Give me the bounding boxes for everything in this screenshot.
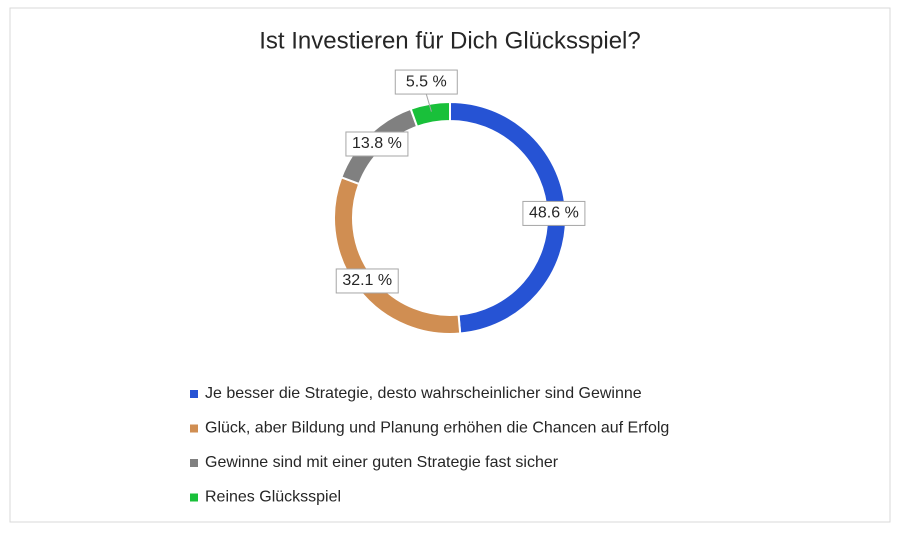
- data-label: 5.5 %: [406, 73, 447, 90]
- data-label: 32.1 %: [342, 272, 392, 289]
- donut-segment: [409, 100, 451, 129]
- legend-marker: [190, 493, 198, 502]
- data-label-box: [522, 200, 586, 226]
- legend-marker: [190, 459, 198, 467]
- data-label-box: [345, 131, 409, 157]
- legend-label: Gewinne sind mit einer guten Strategie f…: [205, 454, 559, 471]
- legend-label: Reines Glücksspiel: [205, 489, 341, 506]
- data-label-box: [335, 268, 399, 294]
- data-label: 13.8 %: [352, 135, 402, 152]
- legend-marker: [190, 424, 198, 433]
- chart-title: Ist Investieren für Dich Glücksspiel?: [259, 27, 640, 54]
- legend-label: Glück, aber Bildung und Planung erhöhen …: [205, 420, 669, 437]
- leader-line: [425, 93, 432, 112]
- legend-marker: [190, 390, 198, 398]
- data-label-box: [394, 69, 458, 95]
- data-label: 48.6 %: [529, 205, 579, 222]
- legend-label: Je besser die Strategie, desto wahrschei…: [205, 385, 642, 402]
